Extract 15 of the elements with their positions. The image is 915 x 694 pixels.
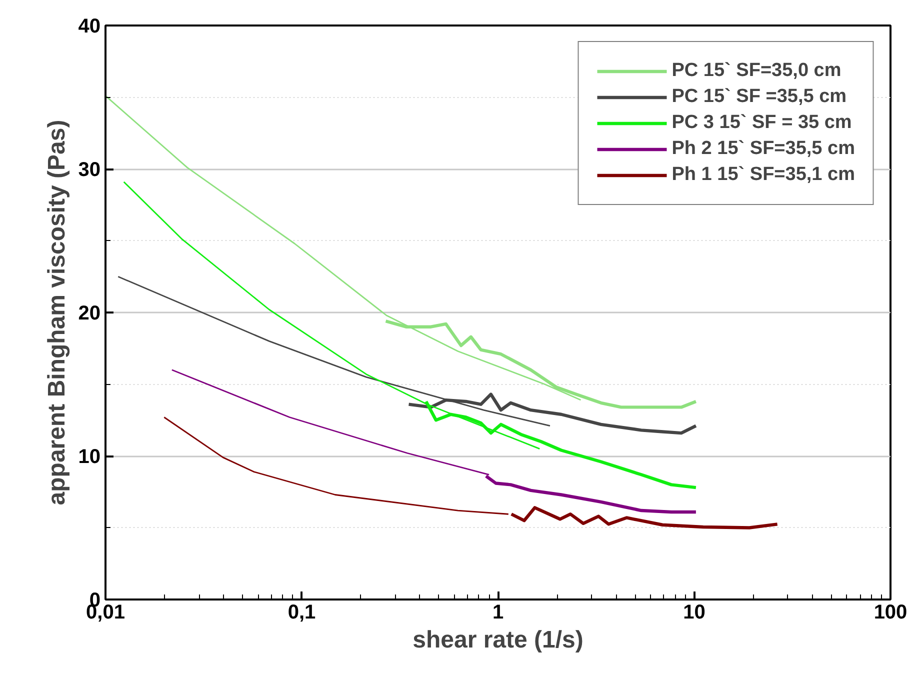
legend-label: PC 15` SF=35,0 cm [672,60,842,82]
y-tick-label: 40 [78,16,101,38]
legend-label: PC 3 15` SF = 35 cm [672,112,852,134]
legend-label: PC 15` SF =35,5 cm [672,86,847,108]
y-tick-label: 20 [78,302,101,324]
x-tick-label: 1 [492,602,504,624]
legend-label: Ph 1 15` SF=35,1 cm [672,164,855,186]
y-axis-title: apparent Bingham viscosity (Pas) [43,120,70,506]
x-tick-label: 10 [683,602,706,624]
y-tick-label: 30 [78,159,101,181]
x-tick-label: 0,1 [288,602,316,624]
y-tick-label: 10 [78,446,101,468]
x-axis-title: shear rate (1/s) [412,626,584,654]
legend-label: Ph 2 15` SF=35,5 cm [672,138,855,160]
x-tick-label: 100 [874,602,908,624]
